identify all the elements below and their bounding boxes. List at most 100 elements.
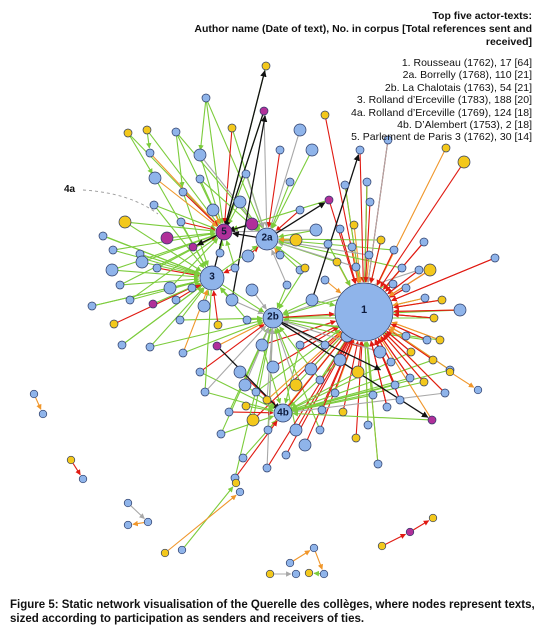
edge-arrow bbox=[246, 177, 265, 229]
edge-arrow bbox=[271, 153, 311, 229]
edge-arrow bbox=[312, 154, 360, 297]
edge-arrow bbox=[266, 153, 280, 228]
network-node bbox=[332, 257, 342, 267]
network-node bbox=[148, 171, 162, 185]
network-node bbox=[115, 280, 125, 290]
network-node bbox=[289, 423, 303, 437]
network-node bbox=[355, 145, 365, 155]
edge-arrow bbox=[355, 270, 361, 284]
network-node bbox=[109, 319, 119, 329]
network-node bbox=[419, 377, 429, 387]
network-node bbox=[259, 106, 269, 116]
network-node bbox=[145, 342, 155, 352]
network-node bbox=[227, 123, 237, 133]
network-node bbox=[233, 365, 247, 379]
hub-node-2a bbox=[255, 227, 279, 251]
edge-arrow bbox=[283, 319, 344, 336]
network-node bbox=[347, 242, 357, 252]
network-node bbox=[428, 355, 438, 365]
network-node bbox=[320, 340, 330, 350]
hub-node-2b bbox=[262, 307, 284, 329]
network-node bbox=[457, 155, 471, 169]
network-node bbox=[66, 455, 76, 465]
network-node bbox=[428, 513, 438, 523]
network-node bbox=[335, 224, 345, 234]
edge-arrow bbox=[156, 207, 205, 269]
network-node bbox=[245, 217, 259, 231]
edge-arrow bbox=[245, 420, 277, 456]
network-node bbox=[266, 360, 280, 374]
network-node bbox=[160, 548, 170, 558]
network-node bbox=[262, 463, 272, 473]
network-node bbox=[437, 295, 447, 305]
edge-arrow bbox=[383, 334, 422, 380]
edge-arrow bbox=[325, 118, 360, 284]
network-node bbox=[429, 313, 439, 323]
edge-arrow bbox=[376, 253, 393, 286]
network-node bbox=[142, 125, 152, 135]
network-node bbox=[293, 123, 307, 137]
edge-arrow bbox=[203, 373, 275, 410]
callout-4a: 4a bbox=[64, 184, 159, 215]
network-node bbox=[289, 233, 303, 247]
network-node bbox=[281, 450, 291, 460]
network-node bbox=[143, 517, 153, 527]
edge-arrow bbox=[225, 240, 235, 265]
edge-arrow bbox=[365, 341, 374, 392]
edge-arrow bbox=[170, 230, 216, 239]
network-node bbox=[405, 373, 415, 383]
network-node bbox=[241, 249, 255, 263]
network-node bbox=[175, 315, 185, 325]
hub-node-3 bbox=[199, 265, 225, 291]
edge-arrow bbox=[235, 328, 273, 475]
edge-arrow bbox=[221, 245, 258, 272]
network-node bbox=[338, 407, 348, 417]
edge-arrow bbox=[359, 153, 366, 283]
network-node bbox=[320, 110, 330, 120]
edge-arrow bbox=[276, 245, 303, 267]
edge-arrow bbox=[35, 397, 42, 410]
edge-arrow bbox=[212, 70, 267, 275]
edge-arrow bbox=[228, 224, 249, 233]
network-node bbox=[319, 569, 329, 579]
edge-arrow bbox=[218, 240, 225, 250]
network-node bbox=[389, 245, 399, 255]
edge-arrow bbox=[208, 392, 274, 412]
edge-arrow bbox=[369, 243, 381, 284]
network-node bbox=[123, 520, 133, 530]
network-node bbox=[386, 357, 396, 367]
edge-arrow bbox=[275, 327, 296, 382]
edge-arrow bbox=[273, 328, 296, 427]
legend-entry: 2a. Borrelly (1768), 110 [21] bbox=[402, 69, 532, 82]
network-node bbox=[373, 459, 383, 469]
edge-arrow bbox=[115, 269, 200, 280]
edge-arrow bbox=[128, 221, 216, 234]
edge-arrow bbox=[388, 328, 448, 369]
node-label-5: 5 bbox=[221, 227, 227, 238]
network-node bbox=[188, 242, 198, 252]
edge-arrow bbox=[393, 308, 457, 315]
network-node bbox=[195, 174, 205, 184]
network-node bbox=[152, 263, 162, 273]
edge-arrow bbox=[387, 271, 417, 295]
network-node bbox=[305, 143, 319, 157]
edge-arrow bbox=[283, 348, 300, 404]
network-node bbox=[241, 169, 251, 179]
edge-arrow bbox=[222, 131, 233, 224]
network-node bbox=[231, 478, 241, 488]
legend-title-1: Top five actor-texts: bbox=[432, 10, 532, 22]
network-node bbox=[178, 348, 188, 358]
network-node bbox=[330, 388, 340, 398]
hub-node-1 bbox=[334, 282, 394, 342]
edge-arrow bbox=[258, 329, 341, 391]
network-node bbox=[373, 345, 387, 359]
network-node bbox=[422, 335, 432, 345]
network-node bbox=[304, 362, 318, 376]
network-node bbox=[123, 498, 133, 508]
edge-arrow bbox=[205, 101, 225, 224]
network-node bbox=[406, 347, 416, 357]
edge-arrow bbox=[250, 316, 263, 322]
edge-arrow bbox=[376, 151, 445, 286]
network-node bbox=[427, 415, 437, 425]
edge-arrow bbox=[393, 312, 431, 319]
